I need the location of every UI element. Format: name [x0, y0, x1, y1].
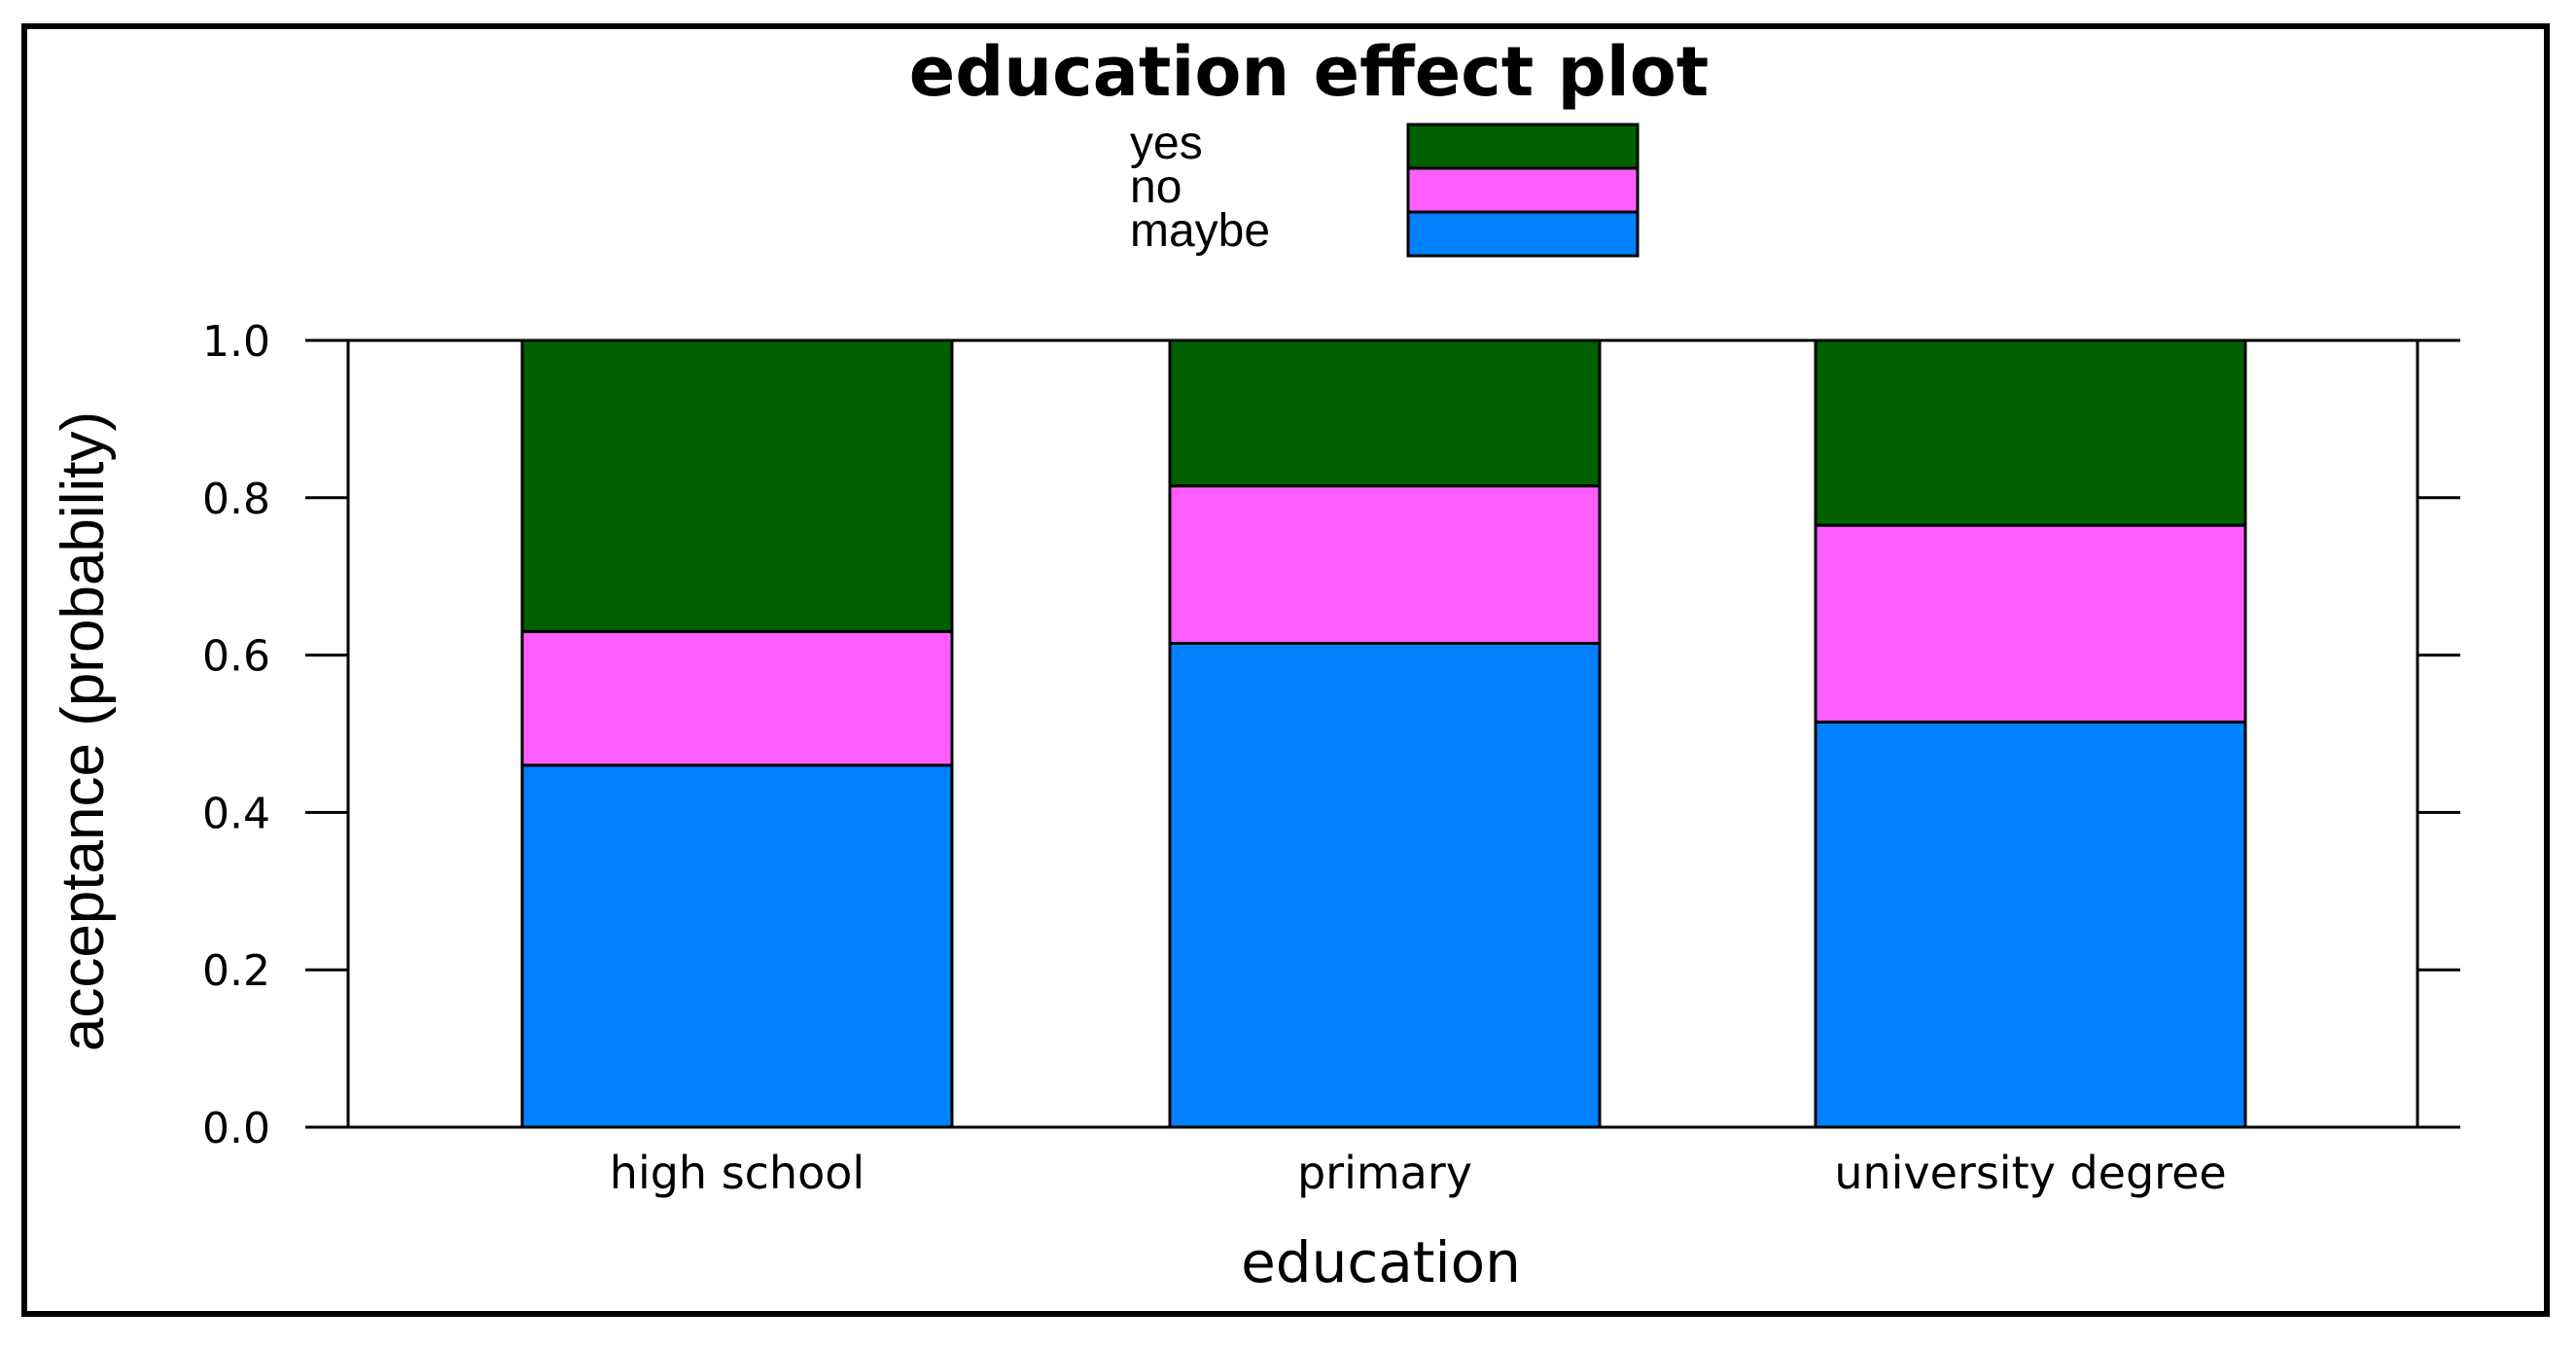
y-axis-title: acceptance (probability): [50, 411, 117, 1051]
legend-label-no: no: [1130, 161, 1182, 213]
bar-yes-university-degree: [1814, 338, 2247, 527]
bar-no-high-school: [520, 629, 954, 767]
x-tick-label: primary: [1297, 1147, 1472, 1199]
legend-swatch-yes: [1406, 123, 1640, 170]
y-tick-label: 0.0: [202, 1104, 270, 1153]
bar-maybe-university-degree: [1814, 720, 2247, 1129]
x-axis-title: education: [1241, 1229, 1521, 1295]
bar-maybe-high-school: [520, 763, 954, 1129]
bar-yes-primary: [1168, 338, 1602, 488]
x-axis: high school primary university degree: [610, 1147, 2227, 1199]
y-tick-label: 0.6: [202, 632, 270, 682]
bar-yes-high-school: [520, 338, 954, 633]
plot-border: [346, 338, 2419, 1129]
bar-no-university-degree: [1814, 523, 2247, 724]
x-tick-label: university degree: [1834, 1147, 2226, 1199]
y-tick-label: 0.2: [202, 946, 270, 996]
x-tick-label: high school: [610, 1147, 865, 1199]
bar-maybe-primary: [1168, 641, 1602, 1129]
legend-swatch-no: [1406, 166, 1640, 214]
legend-swatch-maybe: [1406, 210, 1640, 258]
chart-title: education effect plot: [909, 32, 1710, 112]
y-axis: 0.0 0.2 0.4 0.6 0.8 1.0: [202, 317, 2460, 1153]
y-tick-label: 1.0: [202, 317, 270, 367]
legend-label-yes: yes: [1130, 118, 1203, 169]
legend-label-maybe: maybe: [1130, 205, 1270, 257]
bar-no-primary: [1168, 484, 1602, 645]
y-tick-label: 0.8: [202, 475, 270, 524]
y-tick-label: 0.4: [202, 789, 270, 838]
plot-area: [346, 338, 2419, 1129]
